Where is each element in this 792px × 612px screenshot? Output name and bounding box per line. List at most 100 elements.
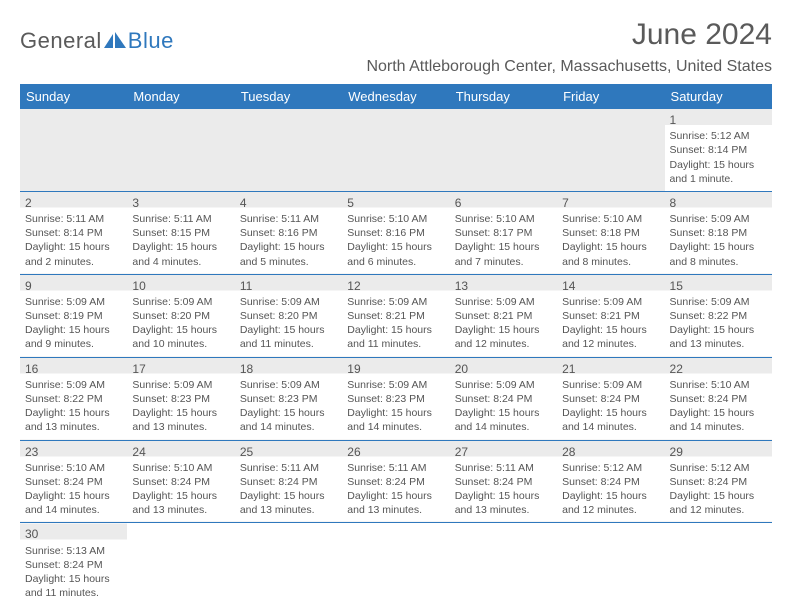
calendar-cell: 20Sunrise: 5:09 AMSunset: 8:24 PMDayligh… xyxy=(450,357,557,440)
cell-sunset: Sunset: 8:19 PM xyxy=(25,309,122,323)
calendar-cell: 19Sunrise: 5:09 AMSunset: 8:23 PMDayligh… xyxy=(342,357,449,440)
calendar-cell xyxy=(450,109,557,191)
cell-sunset: Sunset: 8:20 PM xyxy=(132,309,229,323)
calendar-week-row: 23Sunrise: 5:10 AMSunset: 8:24 PMDayligh… xyxy=(20,440,772,523)
calendar-cell: 5Sunrise: 5:10 AMSunset: 8:16 PMDaylight… xyxy=(342,191,449,274)
calendar-cell xyxy=(127,109,234,191)
cell-sunrise: Sunrise: 5:11 AM xyxy=(240,461,337,475)
cell-sunrise: Sunrise: 5:10 AM xyxy=(455,212,552,226)
cell-day2: and 13 minutes. xyxy=(240,503,337,517)
cell-sunset: Sunset: 8:21 PM xyxy=(455,309,552,323)
cell-day1: Daylight: 15 hours xyxy=(132,240,229,254)
cell-sunset: Sunset: 8:15 PM xyxy=(132,226,229,240)
weekday-header-row: Sunday Monday Tuesday Wednesday Thursday… xyxy=(20,84,772,109)
cell-day2: and 14 minutes. xyxy=(240,420,337,434)
calendar-week-row: 2Sunrise: 5:11 AMSunset: 8:14 PMDaylight… xyxy=(20,191,772,274)
cell-sunset: Sunset: 8:24 PM xyxy=(132,475,229,489)
cell-day1: Daylight: 15 hours xyxy=(25,572,122,586)
day-number: 11 xyxy=(240,278,337,294)
day-number: 29 xyxy=(670,444,767,460)
cell-day2: and 14 minutes. xyxy=(347,420,444,434)
cell-sunrise: Sunrise: 5:09 AM xyxy=(240,295,337,309)
cell-day2: and 10 minutes. xyxy=(132,337,229,351)
cell-sunrise: Sunrise: 5:09 AM xyxy=(562,295,659,309)
day-number: 30 xyxy=(25,526,122,542)
cell-day1: Daylight: 15 hours xyxy=(240,489,337,503)
cell-day2: and 11 minutes. xyxy=(25,586,122,600)
brand-logo: General Blue xyxy=(20,28,174,54)
day-number: 13 xyxy=(455,278,552,294)
cell-sunrise: Sunrise: 5:13 AM xyxy=(25,544,122,558)
cell-sunrise: Sunrise: 5:10 AM xyxy=(25,461,122,475)
cell-day2: and 14 minutes. xyxy=(25,503,122,517)
day-number: 3 xyxy=(132,195,229,211)
cell-sunrise: Sunrise: 5:11 AM xyxy=(25,212,122,226)
cell-day1: Daylight: 15 hours xyxy=(670,489,767,503)
cell-sunset: Sunset: 8:24 PM xyxy=(25,475,122,489)
cell-day2: and 14 minutes. xyxy=(455,420,552,434)
cell-sunset: Sunset: 8:24 PM xyxy=(25,558,122,572)
cell-sunset: Sunset: 8:17 PM xyxy=(455,226,552,240)
cell-sunrise: Sunrise: 5:09 AM xyxy=(132,378,229,392)
cell-sunset: Sunset: 8:21 PM xyxy=(562,309,659,323)
cell-sunrise: Sunrise: 5:12 AM xyxy=(670,461,767,475)
calendar-week-row: 30 Sunrise: 5:13 AMSunset: 8:24 PMDayligh… xyxy=(20,523,772,605)
cell-day1: Daylight: 15 hours xyxy=(347,323,444,337)
calendar-cell xyxy=(342,109,449,191)
cell-day2: and 12 minutes. xyxy=(455,337,552,351)
day-number: 8 xyxy=(670,195,767,211)
cell-sunset: Sunset: 8:14 PM xyxy=(670,143,767,157)
calendar-cell: 18Sunrise: 5:09 AMSunset: 8:23 PMDayligh… xyxy=(235,357,342,440)
cell-sunrise: Sunrise: 5:12 AM xyxy=(562,461,659,475)
calendar-cell: 22Sunrise: 5:10 AMSunset: 8:24 PMDayligh… xyxy=(665,357,772,440)
cell-sunset: Sunset: 8:24 PM xyxy=(670,475,767,489)
cell-day1: Daylight: 15 hours xyxy=(347,489,444,503)
cell-day2: and 13 minutes. xyxy=(25,420,122,434)
calendar-cell xyxy=(557,523,664,605)
cell-sunrise: Sunrise: 5:10 AM xyxy=(670,378,767,392)
cell-day2: and 13 minutes. xyxy=(455,503,552,517)
cell-day1: Daylight: 15 hours xyxy=(240,240,337,254)
cell-day2: and 8 minutes. xyxy=(562,255,659,269)
cell-sunset: Sunset: 8:21 PM xyxy=(347,309,444,323)
cell-sunrise: Sunrise: 5:11 AM xyxy=(347,461,444,475)
calendar-cell: 14Sunrise: 5:09 AMSunset: 8:21 PMDayligh… xyxy=(557,274,664,357)
calendar-cell: 13Sunrise: 5:09 AMSunset: 8:21 PMDayligh… xyxy=(450,274,557,357)
cell-day1: Daylight: 15 hours xyxy=(670,158,767,172)
day-number: 6 xyxy=(455,195,552,211)
cell-day2: and 14 minutes. xyxy=(670,420,767,434)
cell-day1: Daylight: 15 hours xyxy=(455,323,552,337)
calendar-cell: 1Sunrise: 5:12 AMSunset: 8:14 PMDaylight… xyxy=(665,109,772,191)
calendar-cell: 23Sunrise: 5:10 AMSunset: 8:24 PMDayligh… xyxy=(20,440,127,523)
sail-icon xyxy=(104,28,126,54)
cell-sunset: Sunset: 8:20 PM xyxy=(240,309,337,323)
cell-sunset: Sunset: 8:18 PM xyxy=(562,226,659,240)
cell-sunrise: Sunrise: 5:09 AM xyxy=(240,378,337,392)
calendar-cell: 17Sunrise: 5:09 AMSunset: 8:23 PMDayligh… xyxy=(127,357,234,440)
cell-day2: and 13 minutes. xyxy=(670,337,767,351)
cell-sunrise: Sunrise: 5:09 AM xyxy=(25,378,122,392)
calendar-cell: 4Sunrise: 5:11 AMSunset: 8:16 PMDaylight… xyxy=(235,191,342,274)
cell-day2: and 1 minute. xyxy=(670,172,767,186)
cell-day1: Daylight: 15 hours xyxy=(25,489,122,503)
day-number: 21 xyxy=(562,361,659,377)
cell-sunrise: Sunrise: 5:10 AM xyxy=(347,212,444,226)
cell-sunrise: Sunrise: 5:09 AM xyxy=(670,212,767,226)
cell-day2: and 6 minutes. xyxy=(347,255,444,269)
calendar-week-row: 1Sunrise: 5:12 AMSunset: 8:14 PMDaylight… xyxy=(20,109,772,191)
cell-sunrise: Sunrise: 5:10 AM xyxy=(562,212,659,226)
cell-day1: Daylight: 15 hours xyxy=(132,323,229,337)
weekday-header: Friday xyxy=(557,84,664,109)
cell-day2: and 4 minutes. xyxy=(132,255,229,269)
day-number: 20 xyxy=(455,361,552,377)
cell-sunrise: Sunrise: 5:09 AM xyxy=(347,295,444,309)
cell-day1: Daylight: 15 hours xyxy=(240,323,337,337)
calendar-cell xyxy=(342,523,449,605)
day-number: 19 xyxy=(347,361,444,377)
day-number: 7 xyxy=(562,195,659,211)
cell-day1: Daylight: 15 hours xyxy=(347,406,444,420)
cell-sunset: Sunset: 8:23 PM xyxy=(132,392,229,406)
cell-sunset: Sunset: 8:24 PM xyxy=(562,392,659,406)
calendar-cell: 26Sunrise: 5:11 AMSunset: 8:24 PMDayligh… xyxy=(342,440,449,523)
page-title: June 2024 xyxy=(366,18,772,52)
